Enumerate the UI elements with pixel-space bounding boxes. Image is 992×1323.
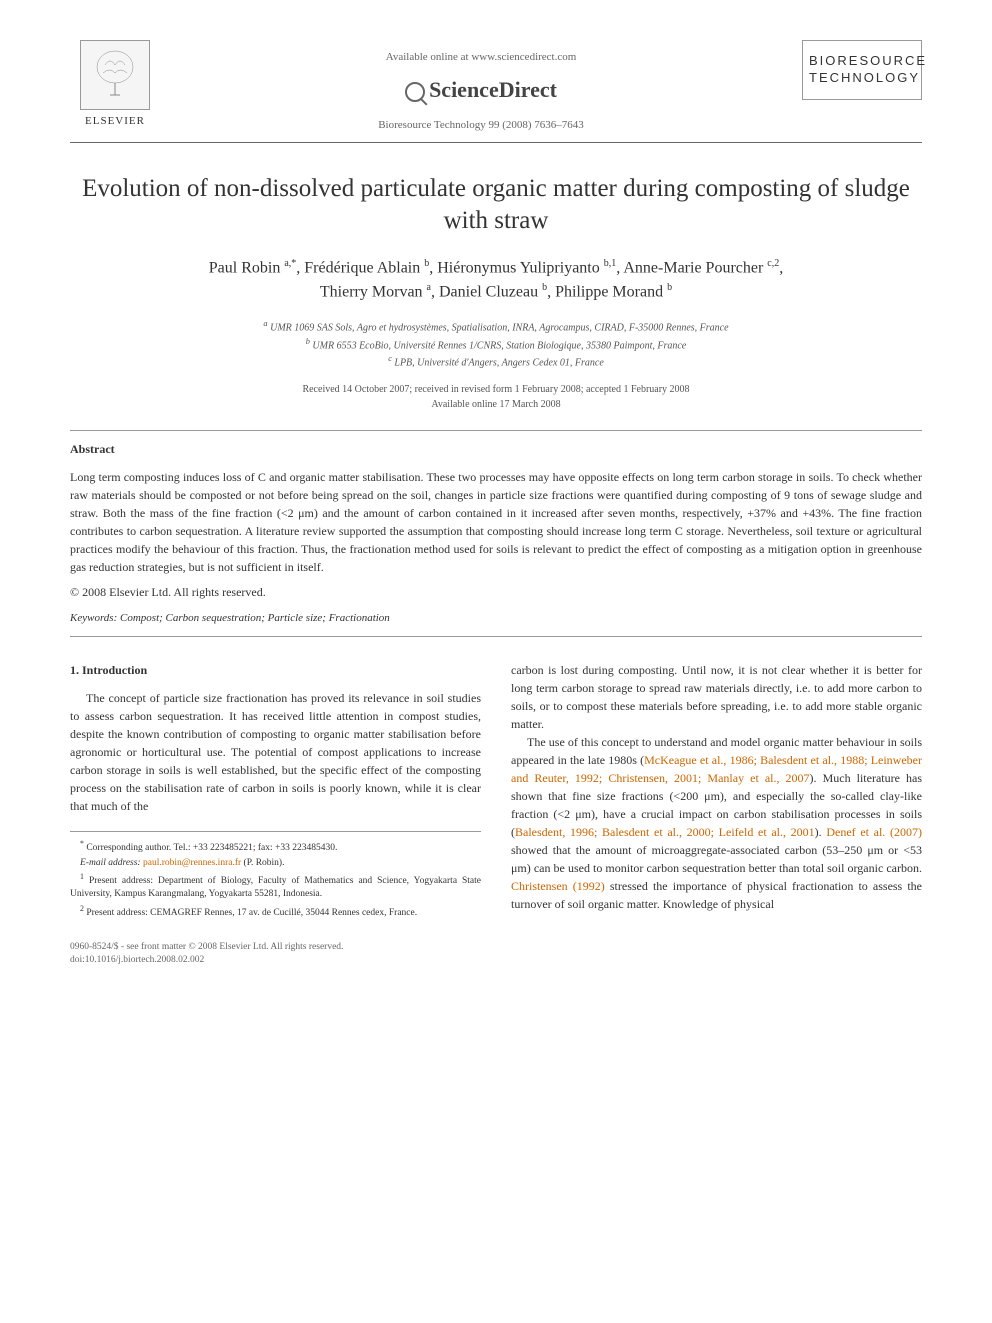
affil-c: LPB, Université d'Angers, Angers Cedex 0… xyxy=(394,357,603,368)
footnote-2: 2 Present address: CEMAGREF Rennes, 17 a… xyxy=(70,903,481,920)
publisher-name: ELSEVIER xyxy=(70,114,160,129)
journal-logo-line2: TECHNOLOGY xyxy=(809,70,915,87)
author-4-sup: c,2 xyxy=(767,258,779,269)
publisher-logo: ELSEVIER xyxy=(70,40,160,129)
citation-2[interactable]: Balesdent, 1996; Balesdent et al., 2000;… xyxy=(515,825,815,839)
platform-text: ScienceDirect xyxy=(429,77,557,102)
email-address[interactable]: paul.robin@rennes.inra.fr xyxy=(141,858,242,868)
online-date: Available online 17 March 2008 xyxy=(431,399,560,410)
affil-a: UMR 1069 SAS Sols, Agro et hydrosystèmes… xyxy=(270,323,728,334)
left-column: 1. Introduction The concept of particle … xyxy=(70,661,481,921)
platform-name: ScienceDirect xyxy=(160,75,802,106)
author-1-sup: a,* xyxy=(284,258,296,269)
article-dates: Received 14 October 2007; received in re… xyxy=(70,382,922,412)
affil-b: UMR 6553 EcoBio, Université Rennes 1/CNR… xyxy=(312,340,686,351)
email-suffix: (P. Robin). xyxy=(241,858,284,868)
sep5: , Daniel Cluzeau xyxy=(431,283,542,300)
p2c: ). xyxy=(815,825,827,839)
abstract-top-rule xyxy=(70,430,922,431)
affiliations: a UMR 1069 SAS Sols, Agro et hydrosystèm… xyxy=(70,318,922,370)
sep3: , Anne-Marie Pourcher xyxy=(616,259,767,276)
intro-para-1-cont: carbon is lost during composting. Until … xyxy=(511,661,922,733)
email-line: E-mail address: paul.robin@rennes.inra.f… xyxy=(70,857,481,870)
author-3-sup: b,1 xyxy=(604,258,617,269)
top-rule xyxy=(70,142,922,143)
citation-4[interactable]: Christensen (1992) xyxy=(511,879,605,893)
journal-logo: BIORESOURCE TECHNOLOGY xyxy=(802,40,922,100)
section-1-heading: 1. Introduction xyxy=(70,661,481,679)
elsevier-tree-icon xyxy=(80,40,150,110)
abstract-heading: Abstract xyxy=(70,441,922,458)
author-5: Thierry Morvan xyxy=(320,283,427,300)
center-header: Available online at www.sciencedirect.co… xyxy=(160,40,802,134)
keywords-label: Keywords: xyxy=(70,612,117,624)
author-7-sup: b xyxy=(667,282,672,293)
abstract-text: Long term composting induces loss of C a… xyxy=(70,468,922,576)
authors-block: Paul Robin a,*, Frédérique Ablain b , Hié… xyxy=(70,256,922,305)
fn2-text: Present address: CEMAGREF Rennes, 17 av.… xyxy=(86,908,417,918)
available-online-text: Available online at www.sciencedirect.co… xyxy=(160,50,802,65)
footnotes: * Corresponding author. Tel.: +33 223485… xyxy=(70,831,481,920)
journal-reference: Bioresource Technology 99 (2008) 7636–76… xyxy=(160,118,802,133)
p2d: showed that the amount of microaggregate… xyxy=(511,843,922,875)
page-footer: 0960-8524/$ - see front matter © 2008 El… xyxy=(70,941,922,968)
keywords: Keywords: Compost; Carbon sequestration;… xyxy=(70,611,922,626)
sciencedirect-icon xyxy=(405,82,425,102)
right-column: carbon is lost during composting. Until … xyxy=(511,661,922,921)
copyright-text: © 2008 Elsevier Ltd. All rights reserved… xyxy=(70,584,922,601)
sep1: , Frédérique Ablain xyxy=(296,259,424,276)
sep2: , Hiéronymus Yulipriyanto xyxy=(429,259,604,276)
article-title: Evolution of non-dissolved particulate o… xyxy=(70,173,922,238)
footer-line1: 0960-8524/$ - see front matter © 2008 El… xyxy=(70,942,343,952)
sep6: , Philippe Morand xyxy=(547,283,667,300)
keywords-text: Compost; Carbon sequestration; Particle … xyxy=(117,612,390,624)
author-1: Paul Robin xyxy=(209,259,285,276)
sep4: , xyxy=(779,259,783,276)
journal-logo-line1: BIORESOURCE xyxy=(809,53,915,70)
keywords-bottom-rule xyxy=(70,636,922,637)
received-date: Received 14 October 2007; received in re… xyxy=(302,384,689,395)
body-columns: 1. Introduction The concept of particle … xyxy=(70,661,922,921)
footer-doi: doi:10.1016/j.biortech.2008.02.002 xyxy=(70,955,204,965)
footnote-1: 1 Present address: Department of Biology… xyxy=(70,871,481,902)
corresponding-author: * Corresponding author. Tel.: +33 223485… xyxy=(70,838,481,855)
header-row: ELSEVIER Available online at www.science… xyxy=(70,40,922,134)
fn1-text: Present address: Department of Biology, … xyxy=(70,876,481,899)
corr-text: Corresponding author. Tel.: +33 22348522… xyxy=(86,843,337,853)
citation-3[interactable]: Denef et al. (2007) xyxy=(826,825,922,839)
email-label: E-mail address: xyxy=(80,858,141,868)
intro-para-2: The use of this concept to understand an… xyxy=(511,733,922,913)
intro-para-1: The concept of particle size fractionati… xyxy=(70,689,481,815)
